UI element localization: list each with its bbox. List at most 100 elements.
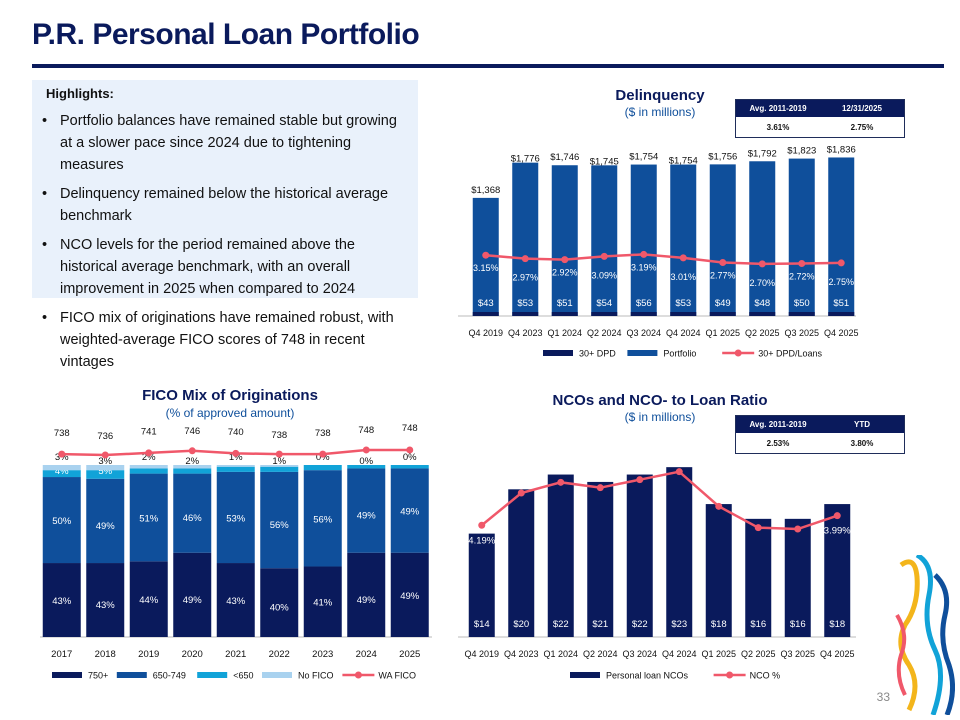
dpd-bar — [670, 312, 697, 316]
ytd-header: YTD — [854, 420, 870, 429]
highlights-list: • Portfolio balances have remained stable… — [32, 110, 418, 380]
x-tick-label: Q2 2024 — [587, 328, 622, 338]
stack-segment — [216, 466, 255, 472]
portfolio-bar — [670, 164, 697, 316]
ratio-point — [837, 259, 845, 267]
portfolio-bar — [630, 164, 657, 316]
nco-ratio-label: 3.99% — [824, 526, 851, 537]
nco-label: $14 — [474, 619, 490, 630]
nco-ratio-line — [480, 470, 838, 531]
x-tick-label: 2023 — [312, 649, 333, 660]
nco-ratio-point — [833, 512, 841, 520]
highlight-item: • Portfolio balances have remained stable… — [32, 110, 418, 176]
dpd-label: $51 — [557, 298, 573, 309]
wa-fico-label: 746 — [184, 426, 200, 437]
stack-segment — [347, 468, 386, 553]
highlight-text: Delinquency remained below the historica… — [60, 186, 389, 224]
x-tick-label: Q2 2025 — [741, 649, 776, 659]
ratio-label: 2.92% — [552, 268, 578, 278]
stack-segment — [86, 465, 125, 471]
stack-label: 44% — [139, 595, 159, 606]
ratio-point — [679, 254, 687, 262]
legend-label: 30+ DPD — [579, 349, 616, 359]
stack-label: 1% — [272, 456, 286, 467]
nco-ratio-point — [557, 478, 565, 486]
fico-mix-chart: FICO Mix of Originations (% of approved a… — [40, 387, 432, 681]
portfolio-bar — [591, 165, 618, 316]
stack-label: 53% — [226, 513, 246, 524]
nco-ratio-point — [794, 525, 802, 533]
dpd-label: $56 — [636, 298, 652, 309]
ratio-label: 2.72% — [789, 271, 815, 281]
stack-segment — [173, 552, 212, 637]
legend-label: 30+ DPD/Loans — [758, 349, 822, 359]
dpd-label: $50 — [794, 298, 810, 309]
ratio-point — [561, 256, 569, 264]
highlight-text: FICO mix of originations have remained r… — [60, 310, 394, 370]
nco-label: $16 — [750, 619, 766, 630]
nco-chart: NCOs and NCO- to Loan Ratio($ in million… — [458, 392, 856, 681]
stack-segment — [303, 566, 342, 637]
x-tick-label: 2021 — [225, 649, 246, 660]
legend-marker — [734, 349, 742, 357]
x-tick-label: 2017 — [51, 649, 72, 660]
wa-fico-label: 748 — [402, 423, 418, 434]
ratio-point — [521, 255, 529, 263]
ratio-point — [798, 259, 806, 267]
wa-fico-label: 736 — [97, 431, 113, 442]
x-tick-label: Q4 2023 — [508, 328, 543, 338]
wa-fico-point — [188, 447, 196, 455]
highlight-text: Portfolio balances have remained stable … — [60, 113, 397, 173]
nco-label: $22 — [553, 619, 569, 630]
stack-label: 49% — [183, 595, 203, 606]
portfolio-bar — [551, 165, 578, 316]
highlight-text: NCO levels for the period remained above… — [60, 237, 356, 297]
stack-segment — [86, 563, 125, 637]
legend-swatch — [52, 672, 82, 678]
x-tick-label: Q4 2024 — [666, 328, 701, 338]
ratio-line — [485, 253, 842, 266]
highlights-panel: Highlights: • Portfolio balances have rem… — [32, 80, 418, 370]
nco-ratio-point — [596, 484, 604, 492]
x-tick-label: 2022 — [269, 649, 290, 660]
wa-fico-point — [275, 450, 283, 458]
stack-segment — [216, 563, 255, 637]
x-tick-label: Q3 2025 — [784, 328, 819, 338]
x-tick-label: 2020 — [182, 649, 203, 660]
x-tick-label: Q2 2024 — [583, 649, 618, 659]
nco-bar — [824, 504, 851, 637]
ratio-point — [719, 259, 727, 267]
legend-label: NCO % — [750, 671, 781, 681]
legend-label: 750+ — [88, 671, 108, 681]
wa-fico-point — [319, 450, 327, 458]
stack-segment — [390, 552, 429, 637]
benchmark-header: Avg. 2011-2019 — [749, 104, 807, 113]
ratio-label: 2.75% — [828, 277, 854, 287]
legend-label: <650 — [233, 671, 253, 681]
stack-segment — [216, 471, 255, 564]
benchmark-header: Avg. 2011-2019 — [749, 420, 807, 429]
wa-fico-label: 741 — [141, 427, 157, 438]
ratio-label: 2.70% — [749, 278, 775, 288]
portfolio-label: $1,756 — [708, 151, 737, 162]
portfolio-bar — [512, 162, 539, 316]
x-tick-label: 2025 — [399, 649, 420, 660]
nco-ratio-point — [715, 502, 723, 510]
dpd-label: $54 — [596, 298, 612, 309]
stack-segment — [303, 470, 342, 567]
ratio-point — [600, 252, 608, 260]
stack-segment — [173, 468, 212, 474]
stack-label: 0% — [359, 456, 373, 467]
legend-label: 650-749 — [153, 671, 186, 681]
stack-label: 3% — [229, 459, 243, 470]
stack-segment — [260, 466, 299, 472]
nco-benchmark-table: Avg. 2011-2019 YTD 2.53% 3.80% — [735, 415, 905, 454]
dpd-label: $49 — [715, 298, 731, 309]
stack-label: 2% — [185, 456, 199, 467]
stack-label: 56% — [313, 514, 333, 525]
x-tick-label: Q3 2024 — [622, 649, 657, 659]
x-tick-label: Q1 2025 — [701, 649, 736, 659]
ratio-label: 3.15% — [473, 263, 499, 273]
highlights-heading: Highlights: — [46, 86, 114, 101]
nco-label: $18 — [711, 619, 727, 630]
